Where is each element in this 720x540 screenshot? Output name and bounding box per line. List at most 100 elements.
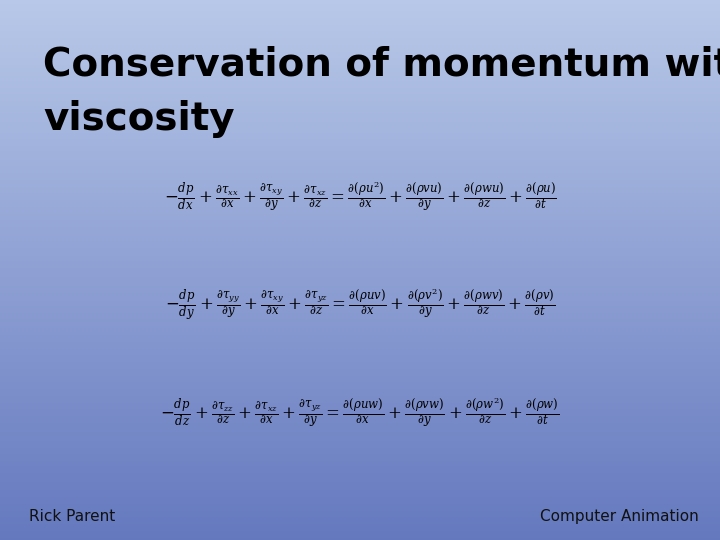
Bar: [0, 443, 720, 444]
Bar: [0, 401, 720, 403]
Bar: [0, 99, 720, 101]
Bar: [0, 117, 720, 119]
Bar: [0, 326, 720, 328]
Bar: [0, 385, 720, 387]
Bar: [0, 504, 720, 506]
Bar: [0, 457, 720, 459]
Bar: [0, 409, 720, 410]
Bar: [0, 509, 720, 511]
Bar: [0, 164, 720, 166]
Bar: [0, 113, 720, 115]
Bar: [0, 171, 720, 173]
Bar: [0, 173, 720, 174]
Bar: [0, 139, 720, 140]
Bar: [0, 167, 720, 169]
Bar: [0, 528, 720, 529]
Bar: [0, 358, 720, 360]
Bar: [0, 180, 720, 182]
Bar: [0, 185, 720, 187]
Bar: [0, 144, 720, 146]
Bar: [0, 72, 720, 74]
Bar: [0, 169, 720, 171]
Bar: [0, 427, 720, 428]
Bar: [0, 461, 720, 463]
Bar: [0, 333, 720, 335]
Bar: [0, 344, 720, 346]
Bar: [0, 430, 720, 432]
Bar: [0, 281, 720, 282]
Bar: [0, 212, 720, 214]
Bar: [0, 455, 720, 457]
Bar: [0, 15, 720, 16]
Bar: [0, 272, 720, 274]
Bar: [0, 42, 720, 43]
Bar: [0, 374, 720, 376]
Bar: [0, 2, 720, 4]
Bar: [0, 498, 720, 501]
Bar: [0, 416, 720, 417]
Bar: [0, 382, 720, 383]
Bar: [0, 61, 720, 63]
Bar: [0, 347, 720, 349]
Bar: [0, 448, 720, 450]
Bar: [0, 346, 720, 347]
Bar: [0, 312, 720, 313]
Bar: [0, 32, 720, 34]
Bar: [0, 247, 720, 248]
Bar: [0, 536, 720, 538]
Bar: [0, 189, 720, 191]
Bar: [0, 355, 720, 356]
Bar: [0, 119, 720, 120]
Bar: [0, 4, 720, 5]
Bar: [0, 315, 720, 317]
Bar: [0, 231, 720, 232]
Bar: [0, 115, 720, 117]
Bar: [0, 432, 720, 434]
Bar: [0, 533, 720, 535]
Bar: [0, 470, 720, 471]
Bar: [0, 131, 720, 133]
Bar: [0, 25, 720, 27]
Bar: [0, 302, 720, 304]
Bar: [0, 110, 720, 112]
Bar: [0, 414, 720, 416]
Bar: [0, 216, 720, 218]
Bar: [0, 79, 720, 81]
Bar: [0, 410, 720, 412]
Bar: [0, 340, 720, 342]
Bar: [0, 306, 720, 308]
Bar: [0, 481, 720, 482]
Bar: [0, 513, 720, 515]
Bar: [0, 329, 720, 331]
Bar: [0, 339, 720, 340]
Bar: [0, 511, 720, 513]
Bar: [0, 137, 720, 139]
Bar: [0, 475, 720, 477]
Bar: [0, 349, 720, 351]
Bar: [0, 488, 720, 490]
Bar: [0, 434, 720, 436]
Bar: [0, 22, 720, 23]
Bar: [0, 31, 720, 32]
Bar: [0, 147, 720, 150]
Bar: [0, 65, 720, 66]
Bar: [0, 351, 720, 353]
Bar: [0, 336, 720, 339]
Bar: [0, 194, 720, 196]
Bar: [0, 248, 720, 250]
Bar: [0, 103, 720, 104]
Bar: [0, 299, 720, 301]
Bar: [0, 400, 720, 401]
Bar: [0, 266, 720, 268]
Text: $-\frac{dp}{dy}+\frac{\partial\tau_{yy}}{\partial y}+\frac{\partial\tau_{xy}}{\p: $-\frac{dp}{dy}+\frac{\partial\tau_{yy}}…: [165, 288, 555, 322]
Bar: [0, 76, 720, 77]
Bar: [0, 204, 720, 205]
Bar: [0, 150, 720, 151]
Bar: [0, 130, 720, 131]
Bar: [0, 90, 720, 92]
Bar: [0, 112, 720, 113]
Bar: [0, 162, 720, 164]
Bar: [0, 412, 720, 414]
Bar: [0, 297, 720, 299]
Bar: [0, 234, 720, 236]
